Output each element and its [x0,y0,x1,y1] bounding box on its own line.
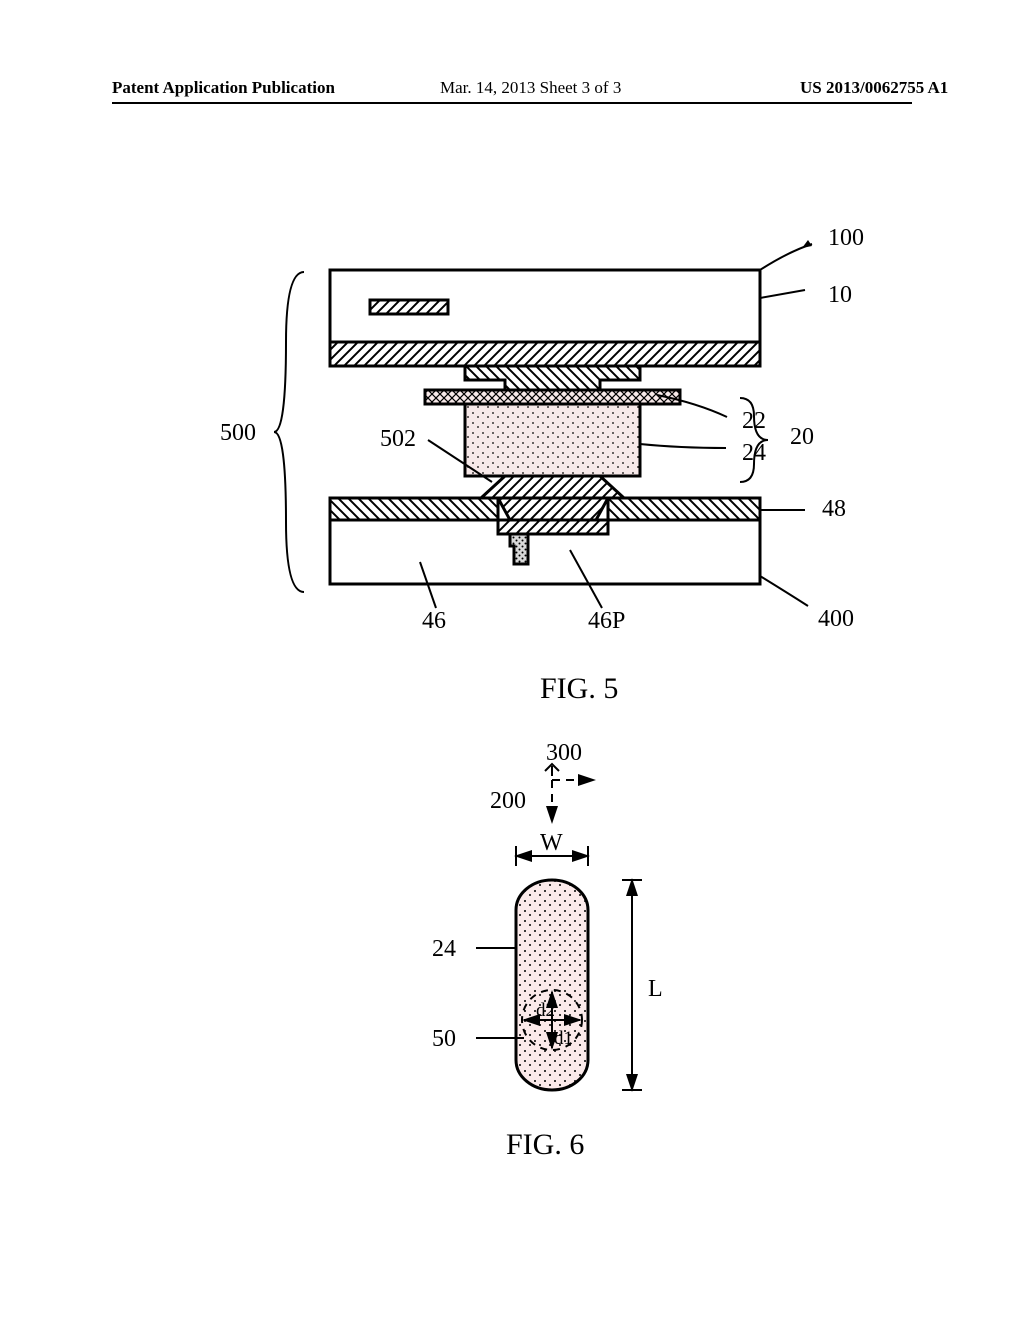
fig6-label-200: 200 [490,788,526,815]
fig6-label-50: 50 [432,1026,456,1053]
fig6-label-d1: d1 [554,1028,573,1050]
fig5-label-100: 100 [828,225,864,252]
fig6-label-W: W [540,830,563,857]
fig5-label-46P: 46P [588,608,625,635]
fig5-label-10: 10 [828,282,852,309]
fig5-label-24: 24 [742,440,766,467]
fig5-label-502: 502 [380,426,416,453]
fig5-label-400: 400 [818,606,854,633]
fig6-label-300: 300 [546,740,582,767]
header-center: Mar. 14, 2013 Sheet 3 of 3 [440,78,621,98]
patent-page: Patent Application Publication Mar. 14, … [0,0,1024,1320]
fig5-drawing [260,230,880,650]
fig5-label-48: 48 [822,496,846,523]
header-left: Patent Application Publication [112,78,335,98]
header-right: US 2013/0062755 A1 [800,78,948,98]
fig5-label-500: 500 [220,420,256,447]
fig6-caption: FIG. 6 [506,1128,584,1162]
fig5-caption: FIG. 5 [540,672,618,706]
fig5-label-22: 22 [742,408,766,435]
header-rule [112,102,912,104]
fig5-label-20: 20 [790,424,814,451]
fig5-label-46: 46 [422,608,446,635]
fig6-label-24: 24 [432,936,456,963]
fig6-label-L: L [648,976,663,1003]
fig6-label-d2: d2 [536,1000,555,1022]
fig6-drawing [432,738,732,1158]
